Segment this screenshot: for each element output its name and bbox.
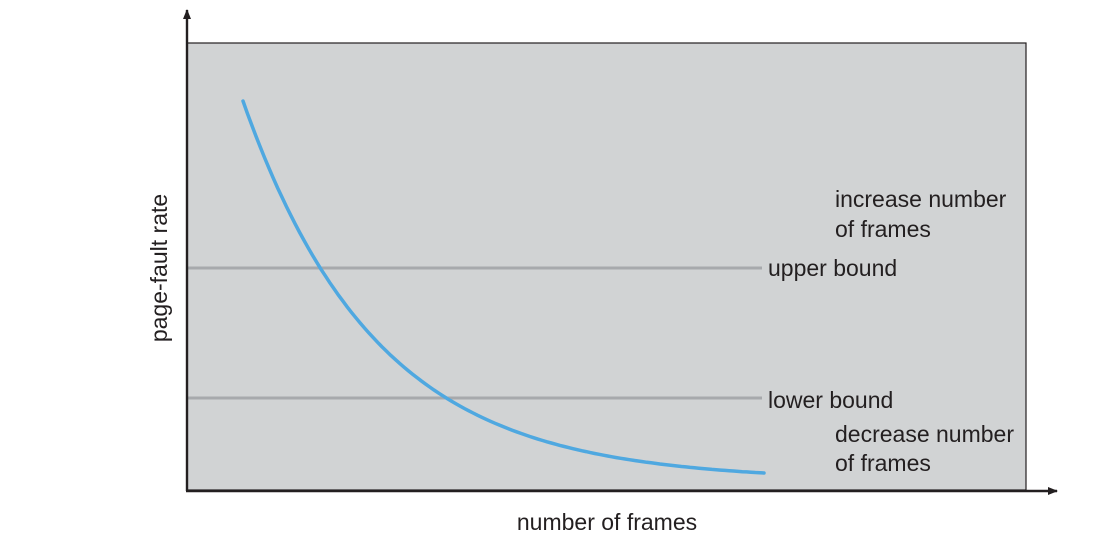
upper-bound-label: upper bound [768, 255, 897, 281]
increase-label-line1: increase number [835, 186, 1007, 212]
y-axis-label: page-fault rate [146, 194, 172, 342]
decrease-label-line1: decrease number [835, 421, 1014, 447]
increase-label-line2: of frames [835, 216, 931, 242]
decrease-label-line2: of frames [835, 450, 931, 476]
page-fault-curve [241, 99, 766, 475]
x-axis-label: number of frames [517, 509, 697, 535]
lower-bound-label: lower bound [768, 387, 893, 413]
